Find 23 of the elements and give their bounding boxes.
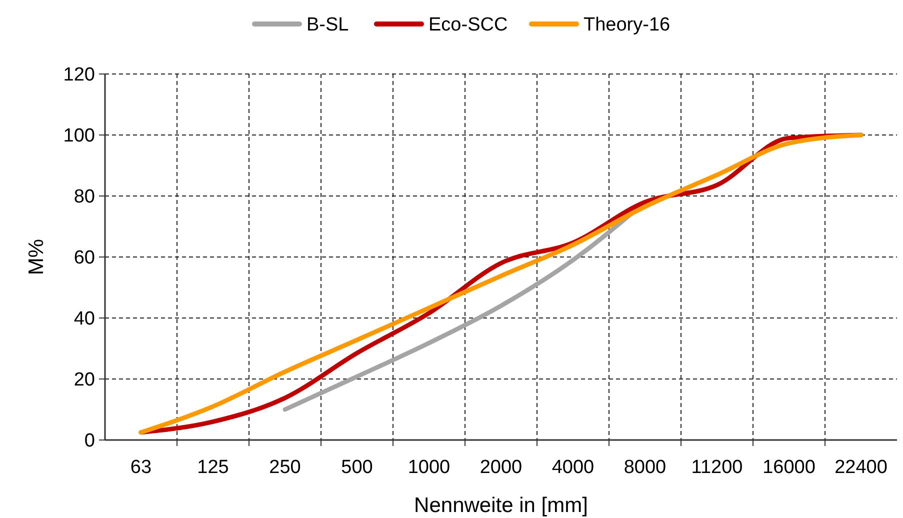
y-tick-label: 60 <box>74 248 95 269</box>
legend-label: Eco-SCC <box>428 14 508 36</box>
x-tick-label: 63 <box>130 457 152 478</box>
x-tick-label: 22400 <box>834 457 888 478</box>
y-tick-label: 0 <box>84 430 95 452</box>
x-tick-label: 4000 <box>552 457 594 478</box>
x-tick-label: 16000 <box>762 457 816 478</box>
x-tick-label: 2000 <box>480 457 522 478</box>
x-tick-label: 125 <box>197 457 229 478</box>
x-tick-label: 250 <box>269 457 301 478</box>
y-axis-title: M% <box>25 238 48 276</box>
legend-label: B-SL <box>306 14 349 36</box>
y-tick-label: 40 <box>74 308 95 330</box>
x-tick-label: 500 <box>341 457 373 478</box>
y-tick-label: 80 <box>74 186 95 208</box>
y-tick-label: 20 <box>74 370 95 391</box>
legend-label: Theory-16 <box>584 14 670 36</box>
x-axis-title: Nennweite in [mm] <box>414 494 588 517</box>
y-tick-label: 100 <box>63 126 95 147</box>
x-tick-label: 11200 <box>691 457 743 478</box>
x-tick-label: 1000 <box>408 457 450 478</box>
x-tick-label: 8000 <box>624 457 666 478</box>
y-tick-label: 120 <box>63 64 95 86</box>
